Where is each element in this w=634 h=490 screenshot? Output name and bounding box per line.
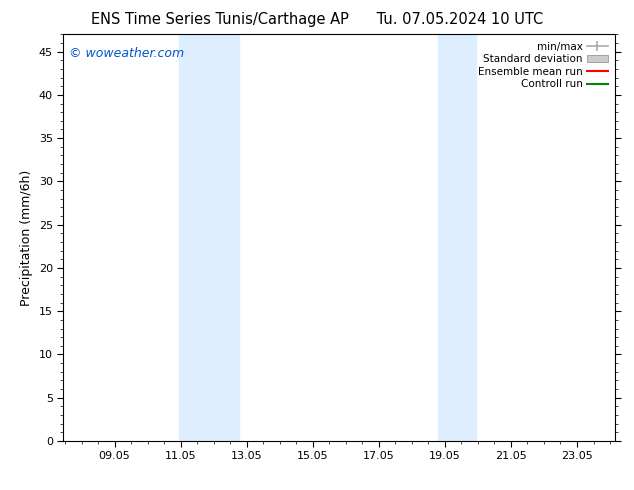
Y-axis label: Precipitation (mm/6h): Precipitation (mm/6h) bbox=[20, 170, 34, 306]
Text: © woweather.com: © woweather.com bbox=[69, 47, 184, 59]
Legend: min/max, Standard deviation, Ensemble mean run, Controll run: min/max, Standard deviation, Ensemble me… bbox=[476, 40, 610, 92]
Text: ENS Time Series Tunis/Carthage AP      Tu. 07.05.2024 10 UTC: ENS Time Series Tunis/Carthage AP Tu. 07… bbox=[91, 12, 543, 27]
Bar bbox=[179, 34, 240, 441]
Bar bbox=[437, 34, 476, 441]
